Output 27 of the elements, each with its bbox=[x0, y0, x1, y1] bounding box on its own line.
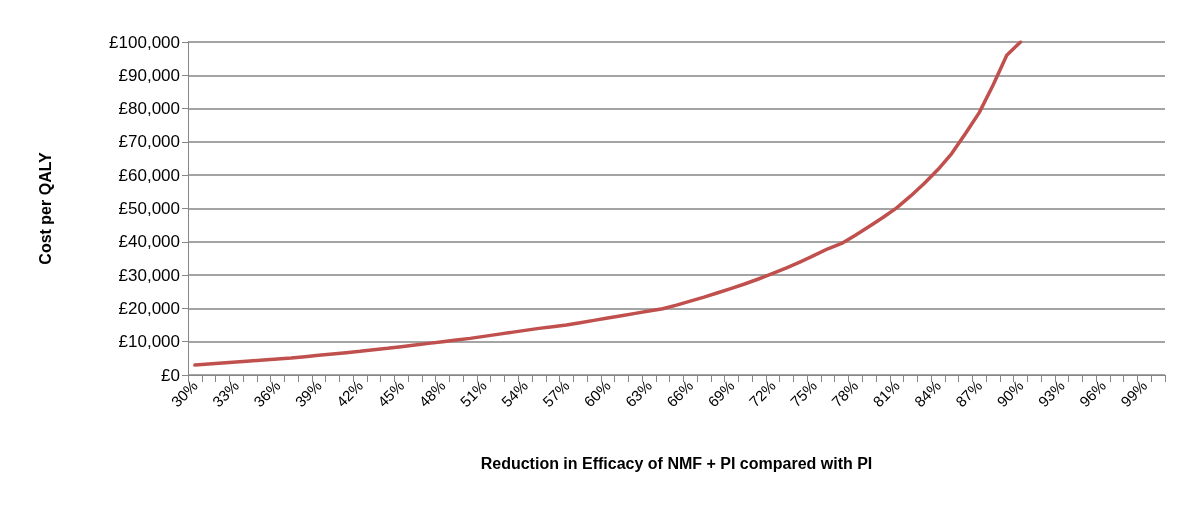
y-axis-title: Cost per QALY bbox=[36, 152, 54, 265]
y-tick-label: £70,000 bbox=[118, 132, 180, 152]
y-tick-label: £40,000 bbox=[118, 232, 180, 252]
x-tick-label: 63% bbox=[621, 376, 655, 411]
x-tick-label: 69% bbox=[704, 376, 738, 411]
y-tick-label: £30,000 bbox=[118, 265, 180, 285]
x-tick-label: 90% bbox=[993, 376, 1027, 411]
y-tick-label: £80,000 bbox=[118, 99, 180, 119]
y-tick-label: £10,000 bbox=[118, 332, 180, 352]
x-tick-label: 57% bbox=[539, 376, 573, 411]
x-tick-label: 75% bbox=[786, 376, 821, 411]
x-tick-label: 60% bbox=[580, 376, 614, 411]
x-tick-label: 45% bbox=[374, 376, 408, 411]
y-tick-label: £90,000 bbox=[118, 65, 180, 85]
y-tick-label: £0 bbox=[161, 365, 180, 385]
x-tick-label: 66% bbox=[663, 376, 697, 411]
y-tick-label: £50,000 bbox=[118, 199, 180, 218]
x-tick-label: 42% bbox=[332, 376, 367, 411]
y-tick-label: £20,000 bbox=[118, 298, 180, 318]
x-axis-title: Reduction in Efficacy of NMF + PI compared with PI bbox=[480, 454, 873, 472]
y-tick-label: £60,000 bbox=[118, 165, 180, 185]
y-tick-label: £100,000 bbox=[109, 32, 180, 52]
line-series bbox=[193, 40, 1023, 367]
x-tick-label: 78% bbox=[828, 376, 862, 411]
x-tick-label: 36% bbox=[250, 376, 284, 411]
x-tick-label: 72% bbox=[745, 376, 779, 411]
x-tick-label: 48% bbox=[415, 376, 449, 411]
